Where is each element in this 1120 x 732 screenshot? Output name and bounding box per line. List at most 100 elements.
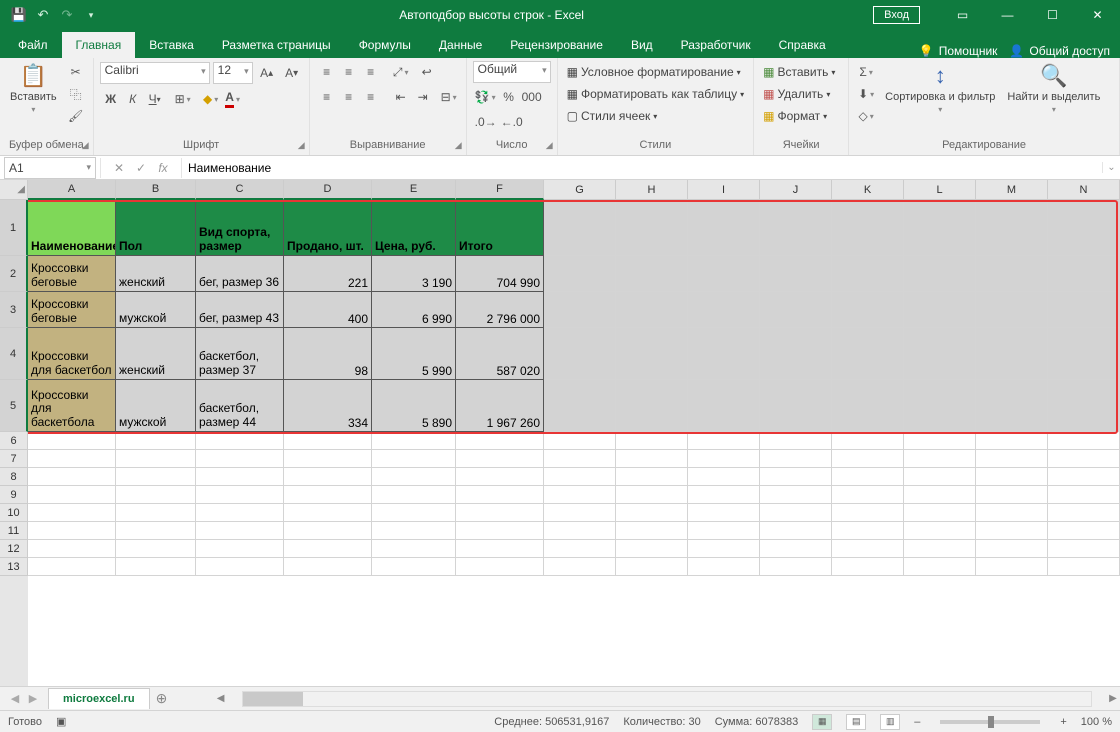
col-header-l[interactable]: L <box>904 180 976 200</box>
cell[interactable] <box>616 558 688 576</box>
delete-cells-button[interactable]: ▦Удалить▾ <box>760 83 833 105</box>
cell[interactable] <box>832 432 904 450</box>
col-header-h[interactable]: H <box>616 180 688 200</box>
cell[interactable] <box>456 540 544 558</box>
cell[interactable] <box>688 522 760 540</box>
cell[interactable] <box>116 468 196 486</box>
cell[interactable] <box>1048 292 1120 328</box>
cell[interactable] <box>976 486 1048 504</box>
percent-icon[interactable]: % <box>498 86 520 108</box>
fx-icon[interactable]: fx <box>153 158 173 178</box>
borders-icon[interactable]: ⊞ <box>172 88 194 110</box>
cell[interactable]: 2 796 000 <box>456 292 544 328</box>
cell[interactable] <box>976 540 1048 558</box>
cell[interactable] <box>116 540 196 558</box>
fill-icon[interactable]: ⬇ <box>855 83 877 105</box>
undo-icon[interactable]: ↶ <box>32 4 54 26</box>
underline-button[interactable]: Ч▾ <box>144 88 166 110</box>
cell[interactable] <box>976 558 1048 576</box>
tellme-button[interactable]: 💡Помощник <box>919 44 998 58</box>
sheet-tab[interactable]: microexcel.ru <box>48 688 150 709</box>
accounting-icon[interactable]: 💱 <box>473 86 498 108</box>
expand-formula-icon[interactable]: ⌄ <box>1102 162 1120 173</box>
cell[interactable] <box>616 256 688 292</box>
conditional-formatting-button[interactable]: ▦Условное форматирование▾ <box>564 61 744 83</box>
cell[interactable] <box>544 432 616 450</box>
cell[interactable] <box>688 558 760 576</box>
font-size-combo[interactable]: 12 <box>213 62 253 84</box>
cell[interactable] <box>976 328 1048 380</box>
cell[interactable] <box>904 256 976 292</box>
cell[interactable] <box>196 486 284 504</box>
cell[interactable] <box>1048 200 1120 256</box>
cell[interactable] <box>284 504 372 522</box>
view-pagebreak-icon[interactable]: ▥ <box>880 714 900 730</box>
cell[interactable] <box>1048 450 1120 468</box>
cell[interactable] <box>544 486 616 504</box>
cell[interactable] <box>616 328 688 380</box>
cell[interactable] <box>760 486 832 504</box>
col-header-i[interactable]: I <box>688 180 760 200</box>
row-header[interactable]: 4 <box>0 328 28 380</box>
cell[interactable] <box>544 328 616 380</box>
cell[interactable]: 704 990 <box>456 256 544 292</box>
font-launcher-icon[interactable]: ◢ <box>298 140 305 151</box>
row-header[interactable]: 9 <box>0 486 28 504</box>
cell[interactable] <box>832 200 904 256</box>
cell[interactable] <box>1048 486 1120 504</box>
fill-color-icon[interactable]: ◆ <box>200 88 222 110</box>
cell[interactable] <box>688 292 760 328</box>
comma-icon[interactable]: 000 <box>520 86 544 108</box>
cell[interactable] <box>116 432 196 450</box>
formula-input[interactable] <box>182 161 1102 175</box>
cell[interactable] <box>832 522 904 540</box>
cell[interactable]: Цена, руб. <box>372 200 456 256</box>
cell[interactable] <box>284 450 372 468</box>
cell[interactable] <box>616 522 688 540</box>
cell[interactable] <box>688 486 760 504</box>
cell[interactable] <box>976 504 1048 522</box>
cell[interactable] <box>196 432 284 450</box>
cell[interactable]: Пол <box>116 200 196 256</box>
cell[interactable] <box>904 380 976 432</box>
cell[interactable] <box>688 450 760 468</box>
align-top-icon[interactable]: ≡ <box>316 61 338 83</box>
cell[interactable] <box>760 256 832 292</box>
cell[interactable] <box>976 450 1048 468</box>
cell[interactable]: 5 890 <box>372 380 456 432</box>
row-header[interactable]: 8 <box>0 468 28 486</box>
cell[interactable] <box>832 450 904 468</box>
cell[interactable] <box>1048 504 1120 522</box>
cell[interactable] <box>904 504 976 522</box>
cell[interactable] <box>976 200 1048 256</box>
increase-indent-icon[interactable]: ⇥ <box>412 86 434 108</box>
cell[interactable] <box>760 468 832 486</box>
tab-help[interactable]: Справка <box>765 32 840 58</box>
cell[interactable]: 3 190 <box>372 256 456 292</box>
italic-button[interactable]: К <box>122 88 144 110</box>
cell[interactable] <box>904 292 976 328</box>
cell[interactable] <box>1048 380 1120 432</box>
cell[interactable] <box>688 504 760 522</box>
cell[interactable] <box>1048 522 1120 540</box>
font-name-combo[interactable]: Calibri <box>100 62 210 84</box>
cell[interactable] <box>196 504 284 522</box>
row-header[interactable]: 2 <box>0 256 28 292</box>
cell[interactable] <box>28 432 116 450</box>
cell[interactable] <box>616 486 688 504</box>
cell[interactable]: баскетбол, размер 37 <box>196 328 284 380</box>
cell[interactable] <box>688 256 760 292</box>
cell[interactable] <box>760 328 832 380</box>
cell[interactable] <box>1048 432 1120 450</box>
col-header-a[interactable]: A <box>28 180 116 200</box>
cell[interactable] <box>456 558 544 576</box>
cell[interactable]: Продано, шт. <box>284 200 372 256</box>
increase-font-icon[interactable]: A▴ <box>256 62 278 84</box>
tab-nav-next-icon[interactable]: ▶ <box>24 692 42 705</box>
cell[interactable] <box>28 522 116 540</box>
row-header[interactable]: 12 <box>0 540 28 558</box>
cell[interactable] <box>196 558 284 576</box>
align-middle-icon[interactable]: ≡ <box>338 61 360 83</box>
cell[interactable] <box>616 292 688 328</box>
cell[interactable] <box>760 292 832 328</box>
